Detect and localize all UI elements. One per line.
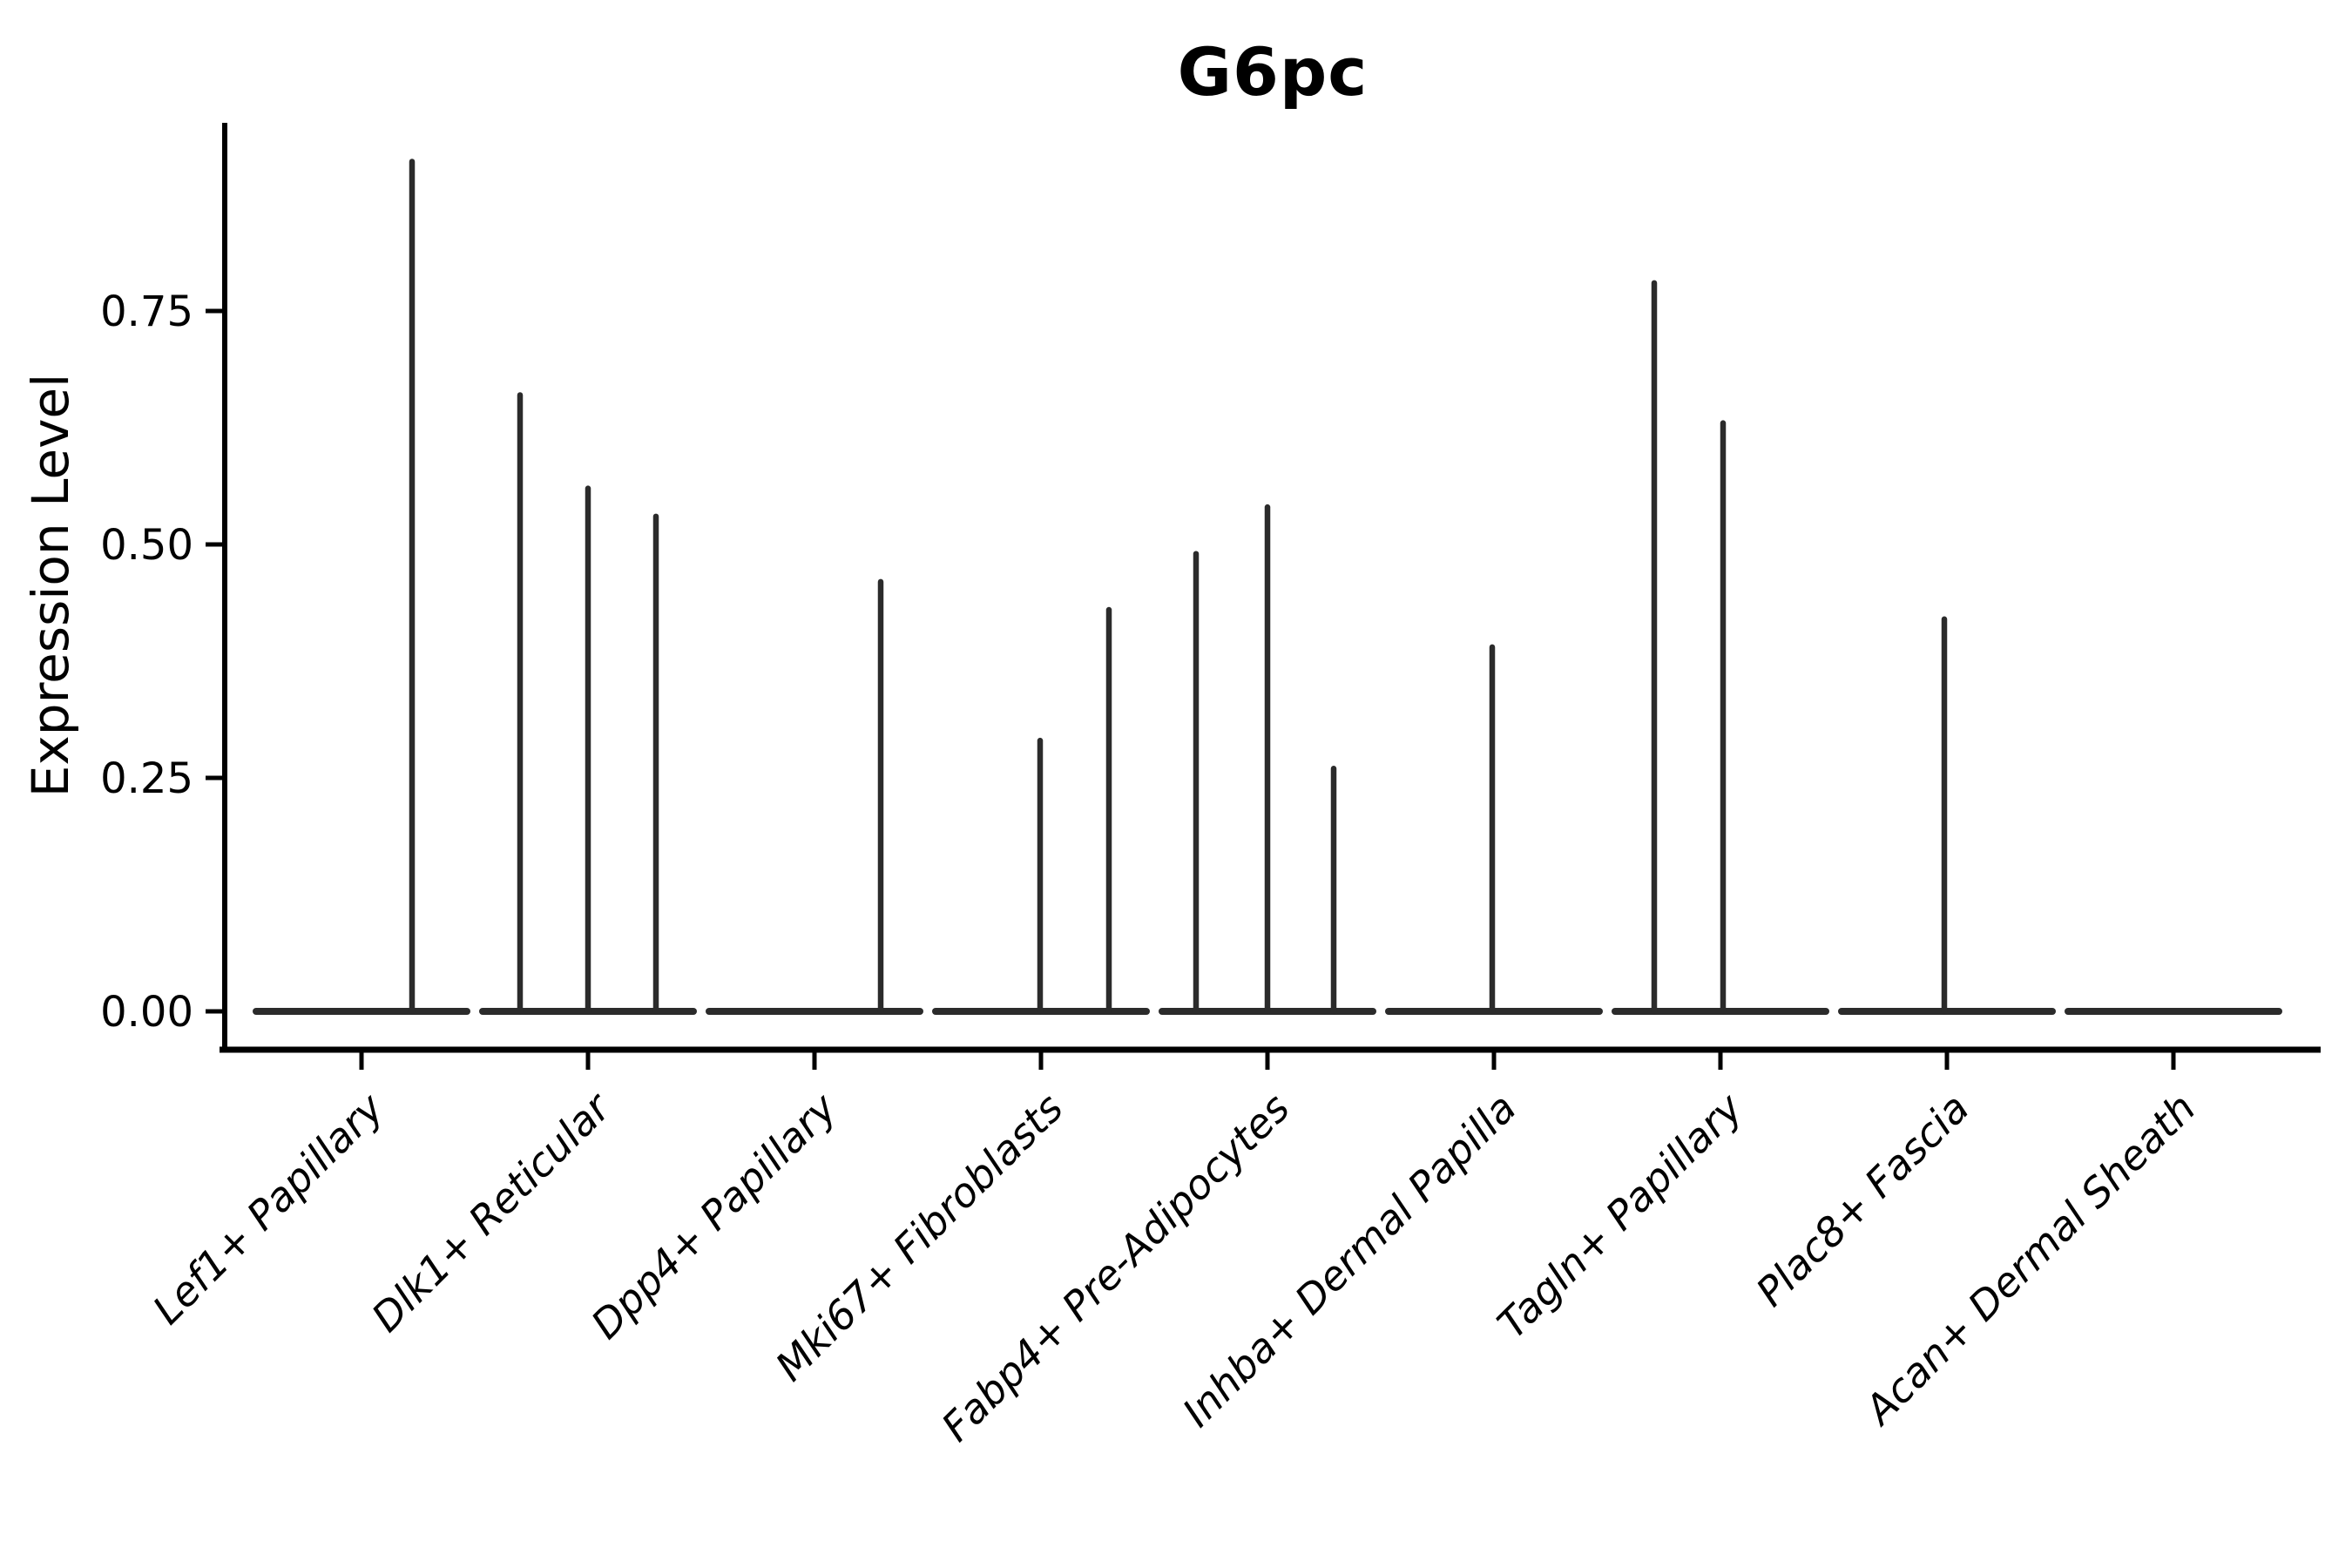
x-tick-label: Dlk1+ Reticular (362, 1082, 621, 1341)
x-tick-label: Lef1+ Papillary (144, 1084, 393, 1333)
y-tick-label: 0.50 (100, 521, 193, 570)
x-tick-label: Tagln+ Papillary (1488, 1084, 1752, 1348)
chart-title: G6pc (1177, 33, 1369, 111)
y-tick-label: 0.75 (100, 287, 193, 336)
y-tick-label: 0.00 (100, 988, 193, 1037)
y-tick-label: 0.25 (100, 754, 193, 803)
x-tick-label: Plac8+ Fascia (1747, 1085, 1977, 1315)
x-tick-label: Dpp4+ Papillary (582, 1084, 846, 1348)
